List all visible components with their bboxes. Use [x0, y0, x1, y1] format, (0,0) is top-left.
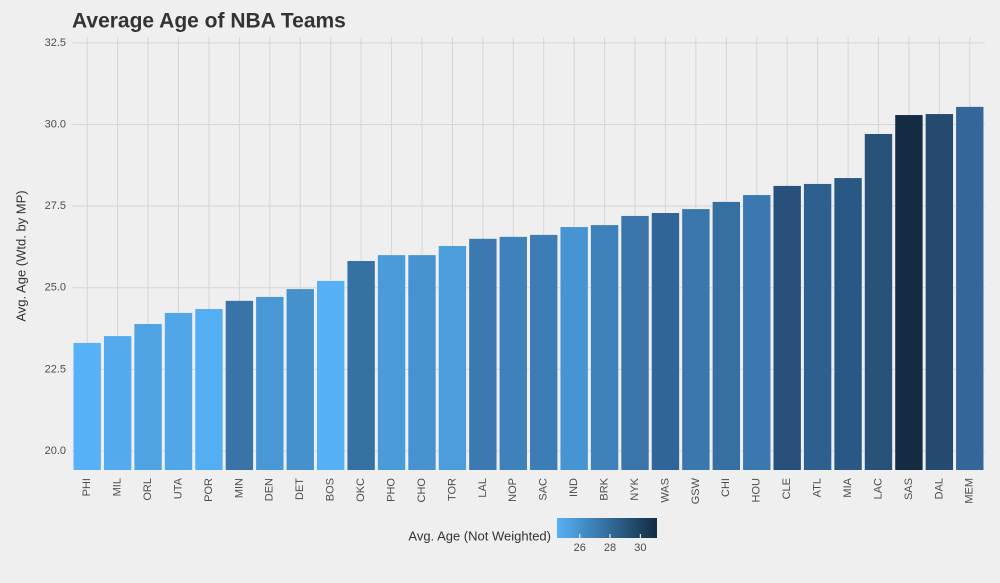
y-tick-label: 27.5: [45, 200, 66, 212]
x-tick-label: BRK: [598, 477, 610, 500]
x-tick-label: MEM: [964, 478, 976, 504]
x-tick-label: DAL: [933, 478, 945, 499]
x-tick-label: LAC: [872, 478, 884, 499]
bar: [164, 312, 193, 470]
bar: [803, 183, 832, 471]
x-tick-label: CHO: [416, 478, 428, 503]
bar: [590, 225, 619, 470]
bar: [256, 296, 284, 470]
bar: [469, 238, 497, 470]
bar: [103, 336, 132, 470]
x-tick-label: HOU: [751, 478, 763, 503]
bar: [316, 280, 345, 470]
x-tick-label: TOR: [446, 478, 458, 501]
x-tick-label: BOS: [325, 478, 337, 501]
legend-title: Avg. Age (Not Weighted): [408, 528, 551, 543]
x-tick-label: CHI: [720, 478, 732, 497]
bar: [925, 114, 954, 471]
bar: [347, 261, 375, 470]
x-tick-label: NYK: [629, 477, 641, 500]
bar: [651, 213, 680, 470]
bar: [560, 227, 588, 470]
bar: [712, 201, 741, 470]
x-tick-label: NOP: [507, 478, 519, 502]
x-tick-label: PHO: [385, 478, 397, 502]
bar: [956, 106, 984, 470]
bar: [834, 178, 862, 470]
bar: [408, 255, 436, 470]
bar: [195, 309, 223, 470]
bar: [864, 133, 893, 470]
x-tick-label: MIL: [112, 478, 124, 496]
chart-title: Average Age of NBA Teams: [72, 10, 346, 33]
x-tick-label: DET: [294, 478, 306, 500]
bar: [743, 195, 771, 470]
y-tick-label: 22.5: [45, 363, 66, 375]
x-tick-label: GSW: [690, 477, 702, 504]
bar: [621, 215, 649, 470]
x-tick-label: OKC: [355, 478, 367, 502]
x-tick-label: SAC: [538, 478, 550, 501]
x-tick-label: MIN: [233, 478, 245, 498]
bar: [286, 289, 314, 470]
bar: [225, 300, 254, 470]
x-tick-label: ORL: [142, 478, 154, 501]
y-tick-label: 32.5: [45, 37, 66, 49]
bar: [530, 234, 558, 470]
bar: [773, 185, 801, 471]
y-axis-title: Avg. Age (Wtd. by MP): [13, 190, 28, 321]
x-tick-label: WAS: [659, 478, 671, 503]
y-tick-label: 25.0: [45, 282, 66, 294]
x-tick-label: DEN: [264, 478, 276, 501]
x-tick-label: POR: [203, 478, 215, 502]
colorbar: [557, 518, 657, 538]
bar: [134, 324, 162, 470]
x-tick-label: SAS: [903, 478, 915, 500]
x-tick-label: LAL: [477, 478, 489, 498]
x-tick-label: CLE: [781, 478, 793, 499]
x-tick-label: ATL: [812, 478, 824, 497]
bar: [499, 236, 527, 470]
bar: [438, 245, 467, 470]
x-tick-label: UTA: [172, 477, 184, 499]
colorbar-tick-label: 30: [634, 542, 646, 554]
x-tick-label: MIA: [842, 477, 854, 497]
x-tick-label: PHI: [81, 478, 93, 496]
colorbar-tick-label: 28: [604, 542, 616, 554]
colorbar-tick-label: 26: [574, 542, 586, 554]
bar: [377, 255, 406, 470]
y-tick-label: 20.0: [45, 445, 66, 457]
x-tick-label: IND: [568, 478, 580, 497]
bar: [895, 115, 923, 470]
bar: [682, 209, 710, 471]
y-tick-label: 30.0: [45, 118, 66, 130]
bar: [73, 342, 101, 470]
